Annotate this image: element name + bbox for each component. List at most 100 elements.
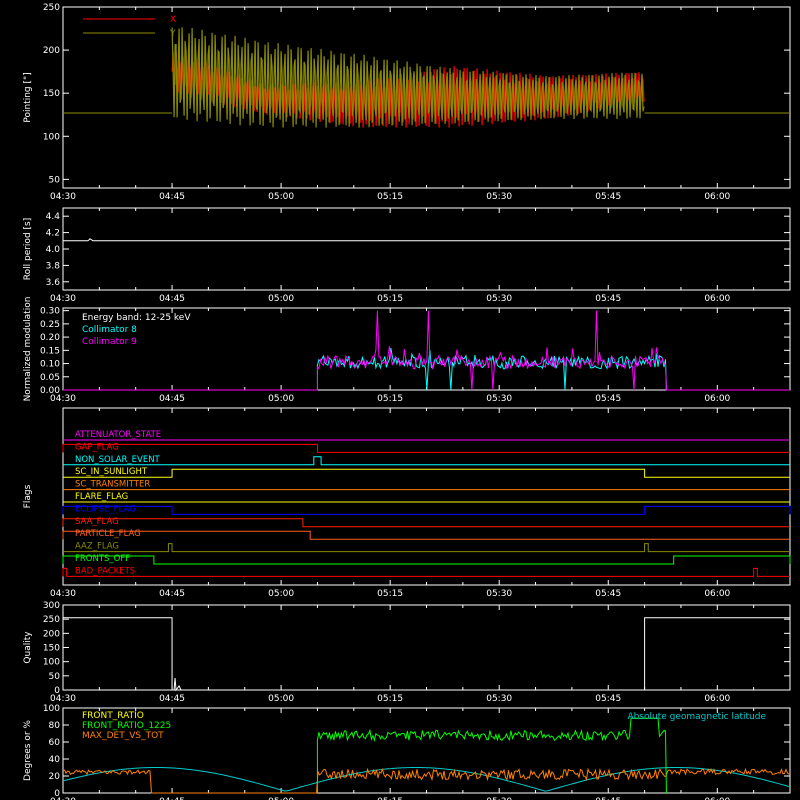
x-tick-label: 05:00 bbox=[268, 192, 294, 202]
y-tick-label: 0.20 bbox=[40, 333, 60, 343]
x-tick-label: 05:30 bbox=[486, 294, 512, 304]
flag-label: SC_TRANSMITTER bbox=[75, 480, 150, 490]
x-tick-label: 04:45 bbox=[159, 294, 185, 304]
legend-label: Collimator 8 bbox=[82, 325, 137, 335]
y-tick-label: 3.6 bbox=[46, 278, 61, 288]
legend-label: Absolute geomagnetic latitude bbox=[627, 712, 766, 722]
flag-label: AAZ_FLAG bbox=[75, 542, 119, 552]
x-tick-label: 04:45 bbox=[159, 589, 185, 599]
x-tick-label: 05:00 bbox=[268, 589, 294, 599]
y-tick-label: 3.8 bbox=[46, 261, 61, 271]
energy-band-annotation: Energy band: 12-25 keV bbox=[82, 313, 191, 323]
flag-label: NON_SOLAR_EVENT bbox=[75, 455, 161, 465]
flag-label: ATTENUATOR_STATE bbox=[75, 430, 161, 440]
y-tick-label: 150 bbox=[43, 89, 60, 99]
x-tick-label: 05:30 bbox=[486, 694, 512, 704]
y-axis-label: Roll period [s] bbox=[23, 218, 33, 280]
y-tick-label: 250 bbox=[43, 3, 60, 13]
y-tick-label: 100 bbox=[43, 704, 60, 714]
y-tick-label: 0.00 bbox=[40, 386, 60, 396]
y-tick-label: 150 bbox=[43, 644, 60, 654]
x-tick-label: 05:15 bbox=[377, 589, 403, 599]
flag-label: ECLIPSE_FLAG bbox=[75, 504, 136, 514]
y-tick-label: 100 bbox=[43, 132, 60, 142]
x-tick-label: 04:30 bbox=[50, 294, 76, 304]
y-tick-label: 60 bbox=[49, 738, 61, 748]
flag-label: SAA_FLAG bbox=[75, 517, 119, 527]
y-tick-label: 0.30 bbox=[40, 307, 60, 317]
x-tick-label: 05:30 bbox=[486, 589, 512, 599]
x-tick-label: 05:45 bbox=[595, 294, 621, 304]
legend-label: FRONT_RATIO bbox=[82, 711, 144, 721]
x-tick-label: 05:00 bbox=[268, 294, 294, 304]
roll-period-line bbox=[63, 239, 790, 241]
flag-label: SC_IN_SUNLIGHT bbox=[75, 467, 148, 477]
x-tick-label: 06:00 bbox=[704, 589, 730, 599]
flag-line-particle_flag bbox=[63, 531, 790, 539]
y-axis-label: Quality bbox=[23, 631, 33, 664]
legend-label: FRONT_RATIO_1225 bbox=[82, 721, 171, 731]
x-tick-label: 06:00 bbox=[704, 192, 730, 202]
y-tick-label: 50 bbox=[49, 175, 61, 185]
flag-line-sc_in_sunlight bbox=[63, 469, 790, 477]
legend-label: X bbox=[170, 15, 176, 25]
x-tick-label: 04:45 bbox=[159, 192, 185, 202]
x-tick-label: 05:00 bbox=[268, 394, 294, 404]
y-tick-label: 0 bbox=[54, 789, 60, 799]
x-tick-label: 05:45 bbox=[595, 394, 621, 404]
y-tick-label: 100 bbox=[43, 658, 60, 668]
legend-label: MAX_DET_VS_TOT bbox=[82, 731, 164, 741]
y-axis-label: Flags bbox=[23, 484, 33, 508]
y-axis-label: Pointing ["] bbox=[23, 72, 33, 122]
x-tick-label: 06:00 bbox=[704, 294, 730, 304]
flag-label: GAP_FLAG bbox=[75, 442, 119, 452]
y-tick-label: 50 bbox=[49, 672, 61, 682]
x-tick-label: 05:30 bbox=[486, 394, 512, 404]
modulation-series-0 bbox=[63, 348, 790, 390]
flag-line-saa_flag bbox=[63, 519, 790, 527]
legend-label: Y bbox=[169, 29, 176, 39]
panel-frame bbox=[63, 408, 790, 585]
front-ratio-1225-line bbox=[317, 718, 666, 793]
y-tick-label: 200 bbox=[43, 629, 60, 639]
legend-label: Collimator 9 bbox=[82, 337, 137, 347]
x-tick-label: 05:15 bbox=[377, 294, 403, 304]
flag-label: PARTICLE_FLAG bbox=[75, 529, 141, 539]
y-tick-label: 0.10 bbox=[40, 360, 60, 370]
x-tick-label: 05:00 bbox=[268, 694, 294, 704]
y-tick-label: 4.2 bbox=[46, 229, 60, 239]
x-tick-label: 06:00 bbox=[704, 694, 730, 704]
y-axis-label: Degrees or % bbox=[23, 720, 33, 781]
flag-line-gap_flag bbox=[63, 444, 790, 452]
x-tick-label: 05:15 bbox=[377, 394, 403, 404]
x-tick-label: 05:45 bbox=[595, 192, 621, 202]
y-tick-label: 0.15 bbox=[40, 346, 60, 356]
y-tick-label: 300 bbox=[43, 601, 60, 611]
x-tick-label: 05:30 bbox=[486, 192, 512, 202]
y-tick-label: 4.4 bbox=[46, 212, 61, 222]
y-tick-label: 80 bbox=[49, 721, 61, 731]
y-axis-label: Normalized modulation bbox=[23, 297, 33, 402]
panel-frame bbox=[63, 208, 790, 290]
x-tick-label: 05:15 bbox=[377, 694, 403, 704]
flag-label: FLARE_FLAG bbox=[75, 492, 128, 502]
quality-line bbox=[63, 618, 790, 690]
y-tick-label: 200 bbox=[43, 46, 60, 56]
x-tick-label: 05:15 bbox=[377, 192, 403, 202]
flag-line-bad_packets bbox=[63, 568, 790, 576]
flag-line-non_solar_event bbox=[63, 457, 790, 465]
x-tick-label: 05:45 bbox=[595, 694, 621, 704]
x-tick-label: 06:00 bbox=[704, 394, 730, 404]
x-tick-label: 04:30 bbox=[50, 192, 76, 202]
y-tick-label: 0.05 bbox=[40, 373, 60, 383]
y-tick-label: 250 bbox=[43, 615, 60, 625]
x-tick-label: 04:30 bbox=[50, 589, 76, 599]
flag-line-aaz_flag bbox=[63, 544, 790, 552]
flag-label: FRONTS_OFF bbox=[75, 554, 130, 564]
flag-line-fronts_off bbox=[63, 556, 790, 564]
x-tick-label: 04:45 bbox=[159, 694, 185, 704]
y-tick-label: 4.0 bbox=[46, 245, 61, 255]
x-tick-label: 04:45 bbox=[159, 394, 185, 404]
y-tick-label: 0 bbox=[54, 686, 60, 696]
